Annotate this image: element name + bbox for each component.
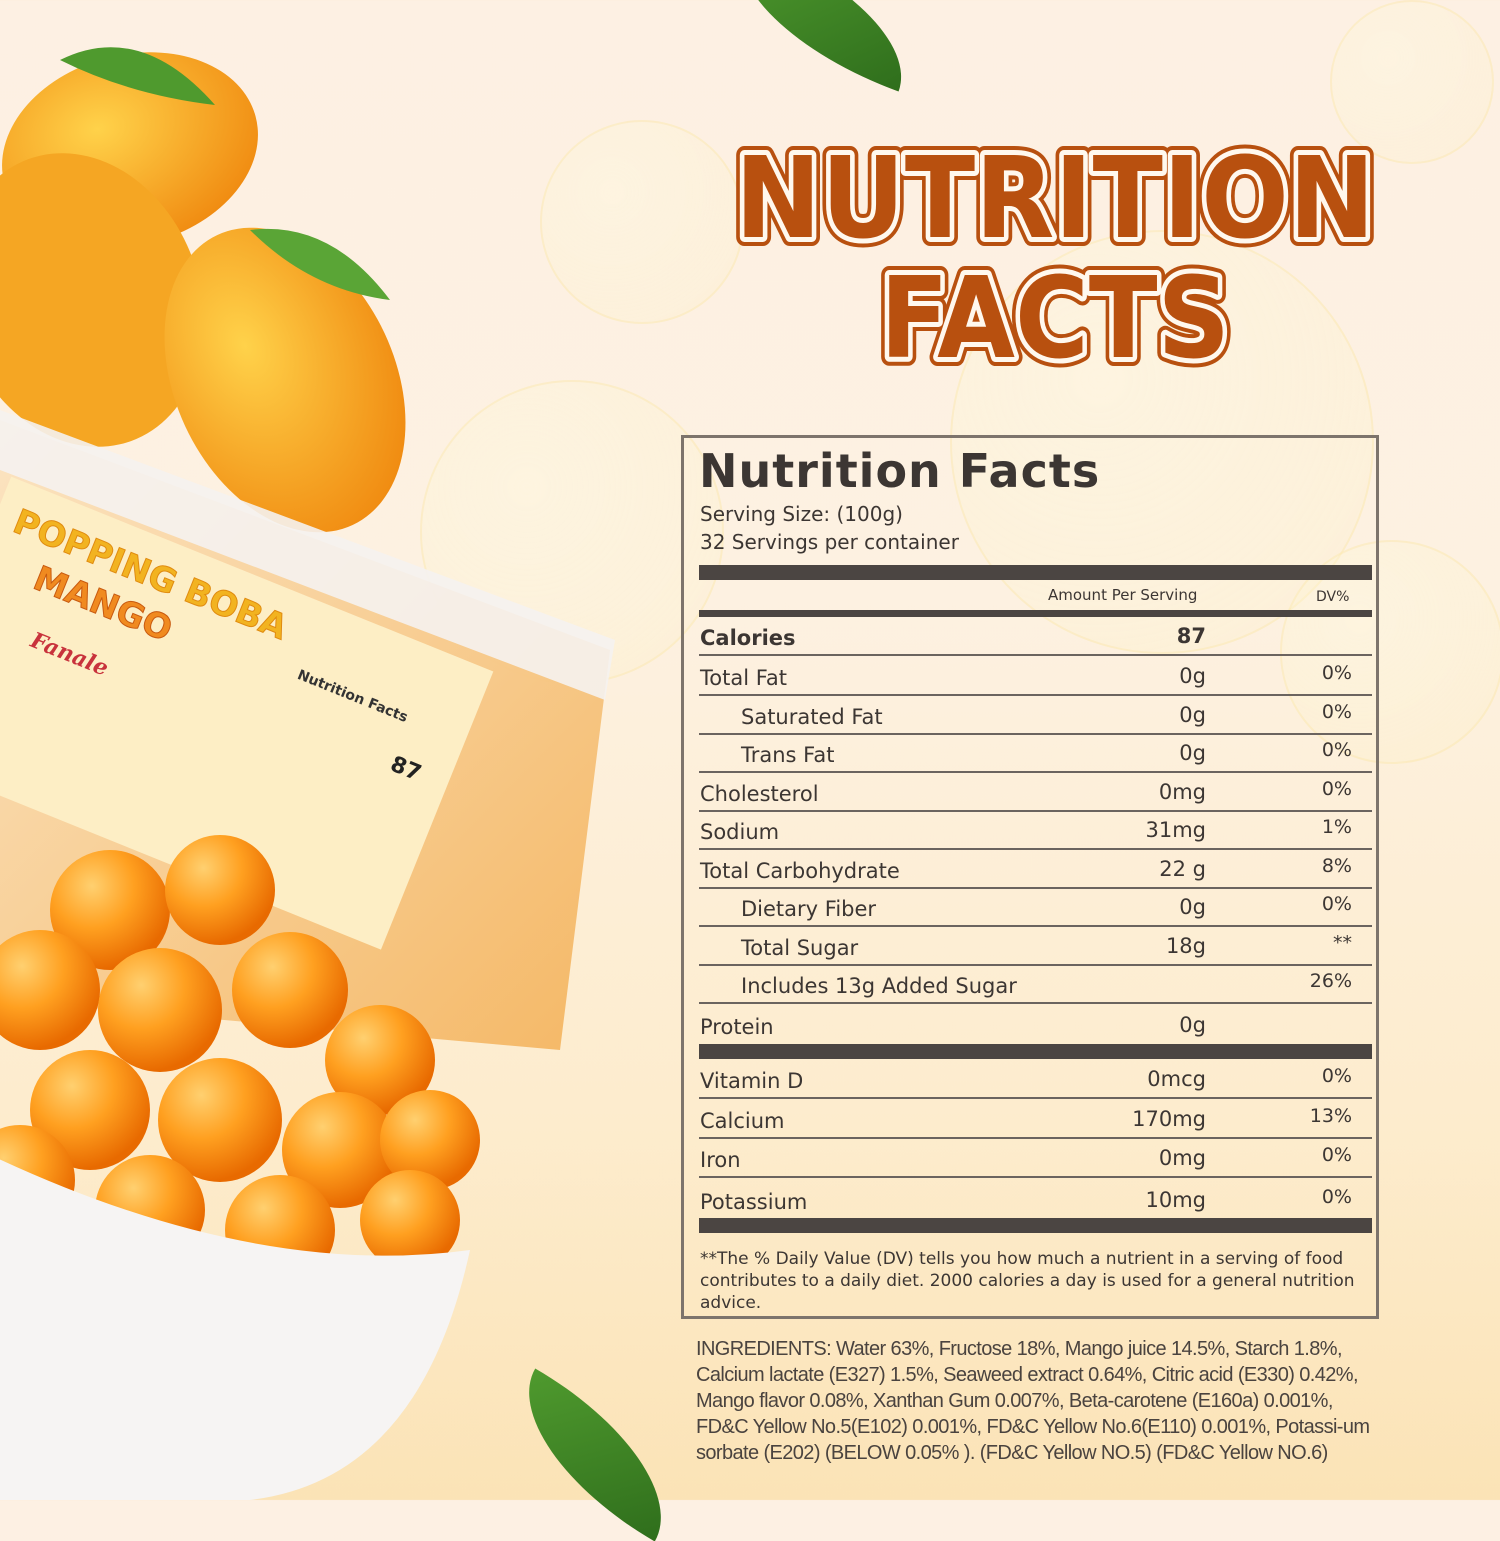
nutrient-amount: 0g bbox=[1179, 895, 1206, 919]
nutrient-label: Saturated Fat bbox=[741, 704, 883, 729]
calories-row: Calories 87 bbox=[699, 618, 1372, 656]
nutrient-label: Sodium bbox=[700, 820, 780, 844]
nutrient-label: Protein bbox=[700, 1014, 774, 1039]
headline-line1: NUTRITION bbox=[735, 134, 1375, 264]
bubble-decoration bbox=[1330, 0, 1494, 164]
product-photo: POPPING BOBA MANGO Fanale Nutrition Fact… bbox=[0, 47, 615, 1500]
nutrient-dv: 8% bbox=[1321, 854, 1352, 877]
daily-value-footnote: **The % Daily Value (DV) tells you how m… bbox=[700, 1249, 1355, 1313]
nutrient-amount: 0g bbox=[1179, 702, 1206, 727]
leaf bbox=[60, 47, 215, 105]
nutrient-dv: 0% bbox=[1321, 1185, 1352, 1208]
nutrient-label: Iron bbox=[700, 1148, 741, 1172]
nutrient-dv: 0% bbox=[1321, 1065, 1352, 1087]
header-dv: DV% bbox=[1316, 589, 1350, 605]
nutrient-dv: 13% bbox=[1309, 1104, 1352, 1127]
nutrient-row: Total Sugar 18g ** bbox=[699, 928, 1372, 966]
nutrient-row: Cholesterol 0mg 0% bbox=[699, 774, 1372, 812]
nutrient-amount: 0mcg bbox=[1147, 1067, 1206, 1091]
headline-line2-inner: FACTS bbox=[880, 254, 1230, 380]
headline-line2-outline: FACTS bbox=[880, 254, 1230, 380]
nutrient-label: Total Fat bbox=[700, 666, 787, 690]
nutrient-dv: 1% bbox=[1321, 816, 1352, 838]
nutrition-facts-panel: Nutrition Facts Serving Size: (100g) 32 … bbox=[681, 435, 1379, 1319]
nutrient-amount: 0g bbox=[1179, 664, 1206, 688]
nutrient-row: Potassium 10mg 0% bbox=[699, 1180, 1372, 1218]
mango-cut bbox=[0, 153, 204, 447]
nutrient-row: Calcium 170mg 13% bbox=[699, 1101, 1372, 1139]
nutrient-dv: 0% bbox=[1321, 662, 1352, 684]
nutrient-amount: 170mg bbox=[1132, 1106, 1206, 1131]
divider-thick bbox=[699, 565, 1372, 580]
nutrient-row: Protein 0g bbox=[699, 1005, 1372, 1043]
headline-line1-outline: NUTRITION bbox=[735, 134, 1375, 264]
divider-medium bbox=[699, 610, 1372, 617]
nutrient-amount: 22 g bbox=[1159, 856, 1206, 881]
ingredients-text: INGREDIENTS: Water 63%, Fructose 18%, Ma… bbox=[696, 1338, 1370, 1464]
servings-per-container: 32 Servings per container bbox=[700, 530, 959, 554]
nutrient-label: Dietary Fiber bbox=[741, 897, 877, 921]
nutrient-label: Calcium bbox=[700, 1108, 785, 1133]
bubble-decoration bbox=[540, 120, 744, 324]
nutrient-label: Cholesterol bbox=[700, 781, 819, 806]
nutrient-row: Dietary Fiber 0g 0% bbox=[699, 889, 1372, 927]
nutrient-amount: 31mg bbox=[1145, 818, 1206, 842]
nutrient-dv: 26% bbox=[1309, 970, 1352, 992]
nutrient-label: Vitamin D bbox=[700, 1069, 804, 1093]
nutrient-dv: 0% bbox=[1321, 893, 1352, 915]
nutrient-label: Total Carbohydrate bbox=[700, 858, 900, 883]
nutrient-label: Potassium bbox=[700, 1189, 808, 1214]
panel-title: Nutrition Facts bbox=[699, 444, 1101, 498]
nutrient-amount: 18g bbox=[1165, 933, 1206, 958]
nutrient-amount: 10mg bbox=[1145, 1187, 1206, 1212]
nutrient-amount: 0mg bbox=[1158, 1146, 1206, 1170]
bowl bbox=[0, 1159, 470, 1500]
serving-size: Serving Size: (100g) bbox=[700, 502, 903, 526]
headline: NUTRITION NUTRITION NUTRITION FACTS FACT… bbox=[726, 130, 1384, 380]
nutrient-dv: 0% bbox=[1321, 777, 1352, 800]
nutrient-amount: 0mg bbox=[1158, 779, 1206, 804]
nutrient-row: Iron 0mg 0% bbox=[699, 1140, 1372, 1178]
nutrient-label: Trans Fat bbox=[741, 743, 835, 767]
mango-whole bbox=[164, 227, 406, 533]
header-amount: Amount Per Serving bbox=[1048, 586, 1198, 604]
leaf bbox=[250, 228, 390, 300]
headline-line1-inner: NUTRITION bbox=[735, 134, 1375, 264]
nutrient-row: Total Carbohydrate 22 g 8% bbox=[699, 851, 1372, 889]
nutrient-label: Includes 13g Added Sugar bbox=[741, 974, 1017, 998]
nutrient-dv: 0% bbox=[1321, 700, 1352, 723]
calories-value: 87 bbox=[1176, 624, 1206, 648]
nutrient-row: Saturated Fat 0g 0% bbox=[699, 697, 1372, 735]
nutrient-row: Vitamin D 0mcg 0% bbox=[699, 1061, 1372, 1099]
divider-thick bbox=[699, 1044, 1372, 1059]
headline-line2: FACTS bbox=[880, 254, 1230, 380]
nutrient-label: Total Sugar bbox=[741, 935, 859, 960]
calories-label: Calories bbox=[700, 626, 796, 650]
divider-thick bbox=[699, 1218, 1372, 1233]
tub-label bbox=[0, 476, 494, 950]
nutrient-dv: ** bbox=[1333, 931, 1352, 954]
nutrient-row: Trans Fat 0g 0% bbox=[699, 735, 1372, 773]
nutrient-dv: 0% bbox=[1321, 1144, 1352, 1166]
nutrient-row: Sodium 31mg 1% bbox=[699, 812, 1372, 850]
nutrient-row: Total Fat 0g 0% bbox=[699, 658, 1372, 696]
nutrient-row: Includes 13g Added Sugar 26% bbox=[699, 966, 1372, 1004]
leaf-decoration bbox=[710, 0, 930, 92]
tub-lid bbox=[0, 410, 615, 700]
nutrient-dv: 0% bbox=[1321, 739, 1352, 761]
nutrient-amount: 0g bbox=[1179, 1012, 1206, 1037]
nutrient-amount: 0g bbox=[1179, 741, 1206, 765]
